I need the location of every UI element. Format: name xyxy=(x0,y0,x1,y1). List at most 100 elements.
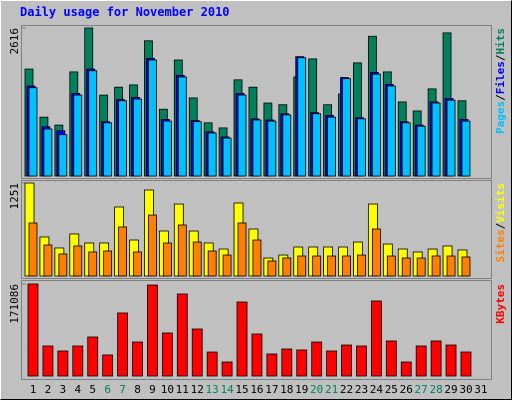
legend-entry: Hits xyxy=(494,28,507,55)
bar xyxy=(133,251,142,277)
bar xyxy=(118,226,127,277)
bar xyxy=(162,242,172,277)
legend: Sites/Visits xyxy=(494,183,507,263)
bar xyxy=(296,349,308,377)
legend-entry: Pages xyxy=(494,101,507,134)
legend-entry: Visits xyxy=(494,183,507,223)
bar xyxy=(27,283,39,377)
bar xyxy=(133,98,142,177)
bar xyxy=(282,257,292,277)
bar xyxy=(161,332,173,377)
bar xyxy=(58,253,68,277)
bar xyxy=(87,336,99,377)
legend-separator: / xyxy=(494,54,507,61)
bar xyxy=(416,257,426,277)
bar xyxy=(342,255,351,277)
bar xyxy=(118,100,127,177)
legend: KBytes xyxy=(494,284,507,324)
x-tick-label: 4 xyxy=(74,383,81,396)
bar xyxy=(162,120,172,177)
legend: Pages/Files/Hits xyxy=(494,28,507,134)
bar xyxy=(312,255,322,277)
legend-entry: Files xyxy=(494,61,507,94)
bar xyxy=(445,344,457,377)
bar xyxy=(177,224,187,277)
bar xyxy=(370,300,382,377)
bar xyxy=(251,333,263,377)
legend-entry: Sites xyxy=(494,229,507,262)
bar xyxy=(461,120,471,177)
bar xyxy=(147,284,158,377)
bar xyxy=(312,113,322,177)
x-tick-label: 15 xyxy=(235,383,248,396)
bar xyxy=(73,94,83,177)
bar xyxy=(282,114,292,177)
x-tick-label: 2 xyxy=(45,383,52,396)
x-tick-label: 24 xyxy=(370,383,384,396)
bar xyxy=(102,354,114,377)
x-tick-label: 28 xyxy=(429,383,442,396)
x-tick-label: 17 xyxy=(265,383,278,396)
panel xyxy=(21,280,492,380)
x-tick-label: 19 xyxy=(295,383,308,396)
x-tick-label: 27 xyxy=(415,383,428,396)
bar xyxy=(341,344,352,377)
bar xyxy=(103,122,113,177)
bar xyxy=(88,70,98,177)
bar xyxy=(386,255,396,277)
legend-separator: / xyxy=(494,94,507,101)
x-tick-label: 16 xyxy=(250,383,263,396)
x-tick-label: 7 xyxy=(119,383,126,396)
bar xyxy=(326,350,338,377)
bar xyxy=(446,255,456,277)
x-tick-label: 11 xyxy=(176,383,189,396)
bar xyxy=(460,351,472,377)
chart-title: Daily usage for November 2010 xyxy=(20,5,230,19)
bar xyxy=(207,250,217,277)
bar xyxy=(207,132,217,177)
bar xyxy=(385,340,397,377)
bar xyxy=(430,340,442,377)
bar xyxy=(28,222,38,277)
bar xyxy=(371,228,381,277)
bar xyxy=(400,361,412,377)
x-tick-label: 29 xyxy=(444,383,457,396)
x-tick-label: 5 xyxy=(89,383,96,396)
x-tick-label: 30 xyxy=(459,383,472,396)
y-tick-label: 2616 xyxy=(8,28,21,55)
bar xyxy=(222,137,232,177)
bar xyxy=(327,116,337,177)
bar xyxy=(103,250,113,277)
bar xyxy=(42,345,54,377)
bar xyxy=(431,255,441,277)
bar xyxy=(206,351,218,377)
y-tick-label: 1251 xyxy=(8,183,21,210)
bar xyxy=(43,244,53,277)
x-tick-label: 14 xyxy=(220,383,234,396)
x-tick-label: 31 xyxy=(474,383,487,396)
y-tick-label: 171086 xyxy=(8,284,21,324)
bar xyxy=(431,102,441,177)
bar xyxy=(415,345,427,377)
x-tick-label: 22 xyxy=(340,383,353,396)
x-tick-label: 23 xyxy=(355,383,368,396)
x-tick-label: 18 xyxy=(280,383,293,396)
x-tick-label: 20 xyxy=(310,383,323,396)
bar xyxy=(371,73,381,177)
bar xyxy=(57,350,69,377)
x-tick-label: 6 xyxy=(104,383,111,396)
legend-separator: / xyxy=(494,222,507,229)
bar xyxy=(222,254,232,277)
bar xyxy=(252,239,262,277)
x-tick-label: 3 xyxy=(60,383,67,396)
bar xyxy=(177,76,187,177)
bar xyxy=(72,345,84,377)
bar xyxy=(192,241,202,277)
bar xyxy=(267,120,277,177)
bar xyxy=(357,254,366,277)
bar xyxy=(327,255,337,277)
x-tick-label: 21 xyxy=(325,383,338,396)
x-tick-label: 26 xyxy=(400,383,413,396)
bar xyxy=(73,245,83,277)
